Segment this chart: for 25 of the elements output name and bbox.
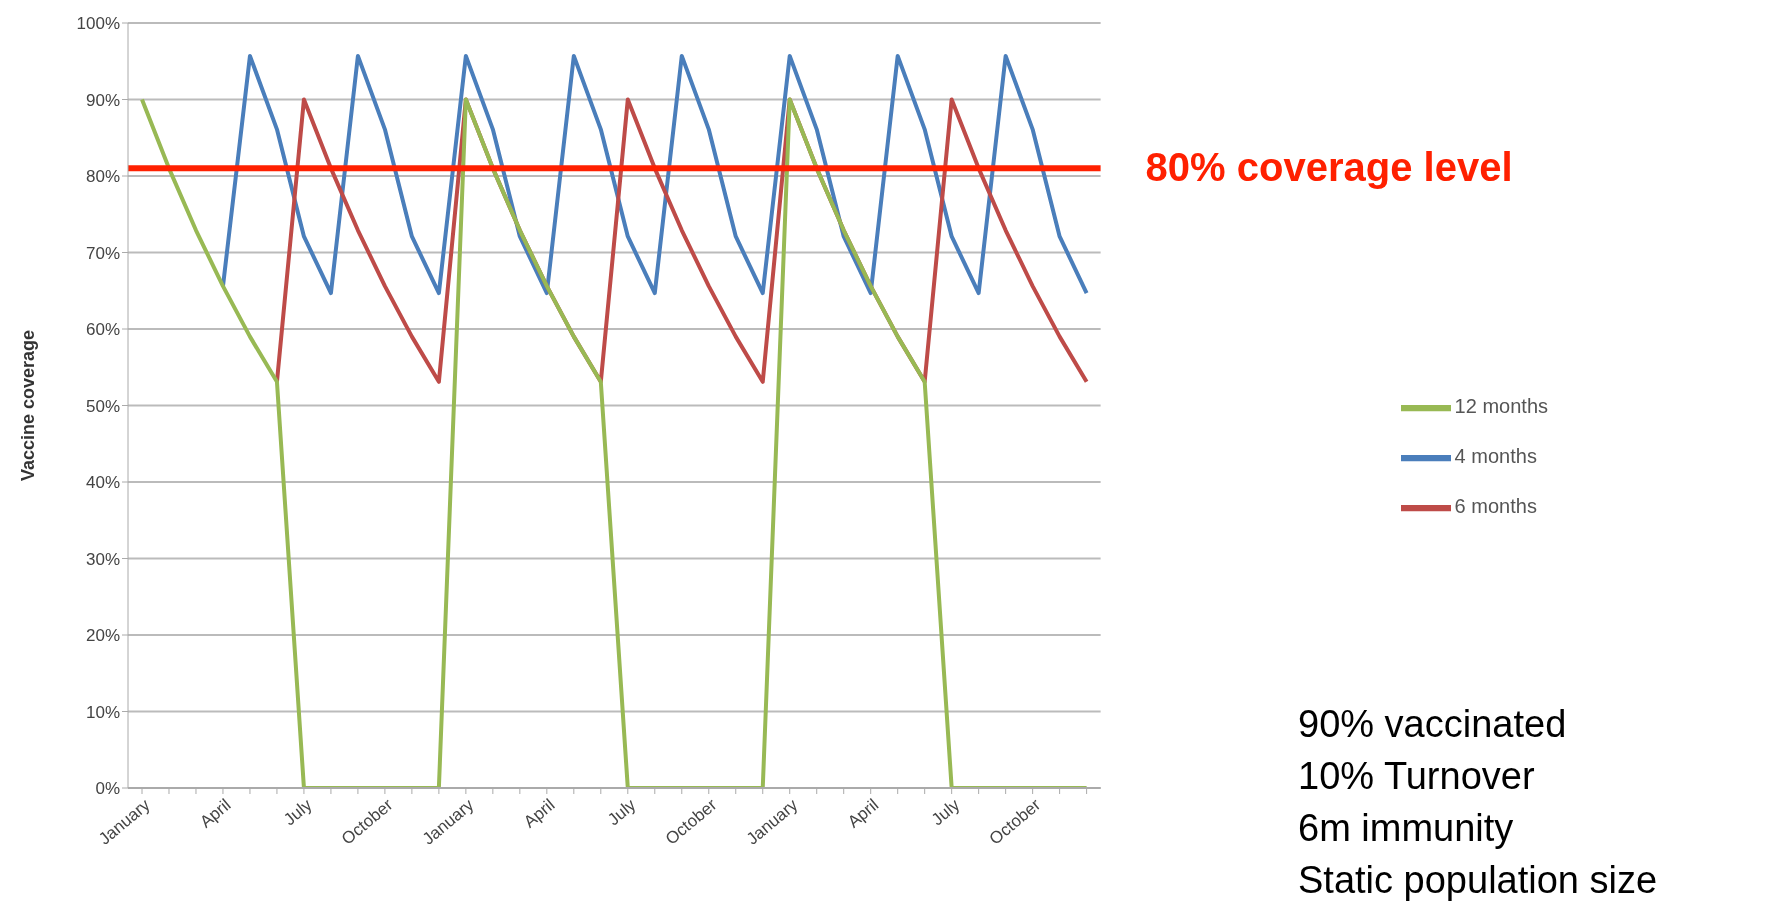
y-tick-label: 80% (85, 167, 120, 187)
text: Static population size (1298, 858, 1658, 903)
y-tick-label: 100% (76, 14, 120, 34)
text: 6m immunity (1298, 806, 1515, 851)
y-tick-label: 20% (85, 626, 120, 646)
line-series (220, 53, 1089, 296)
text: 90% vaccinated (1298, 702, 1568, 747)
x-tick-label: July (927, 794, 964, 830)
y-tick-label: 40% (85, 473, 120, 493)
y-tick-label: 90% (85, 90, 120, 110)
x-tick-label: July (280, 794, 316, 830)
y-tick-label: 30% (85, 549, 120, 569)
line-series (140, 97, 1089, 788)
ref-line-label: 80% coverage level (1145, 145, 1513, 190)
legend-label: 4 months (1454, 445, 1537, 468)
text: 10% Turnover (1298, 754, 1536, 799)
legend-label: 6 months (1454, 495, 1537, 518)
y-axis-title: Vaccine coverage (18, 329, 39, 482)
x-tick-label: July (604, 794, 640, 830)
y-tick-label: 50% (85, 396, 120, 416)
y-tick-label: 60% (85, 320, 120, 340)
legend-label: 12 months (1454, 395, 1548, 418)
y-tick-label: 0% (95, 779, 120, 799)
y-tick-label: 70% (85, 243, 120, 263)
y-tick-label: 10% (85, 702, 120, 722)
